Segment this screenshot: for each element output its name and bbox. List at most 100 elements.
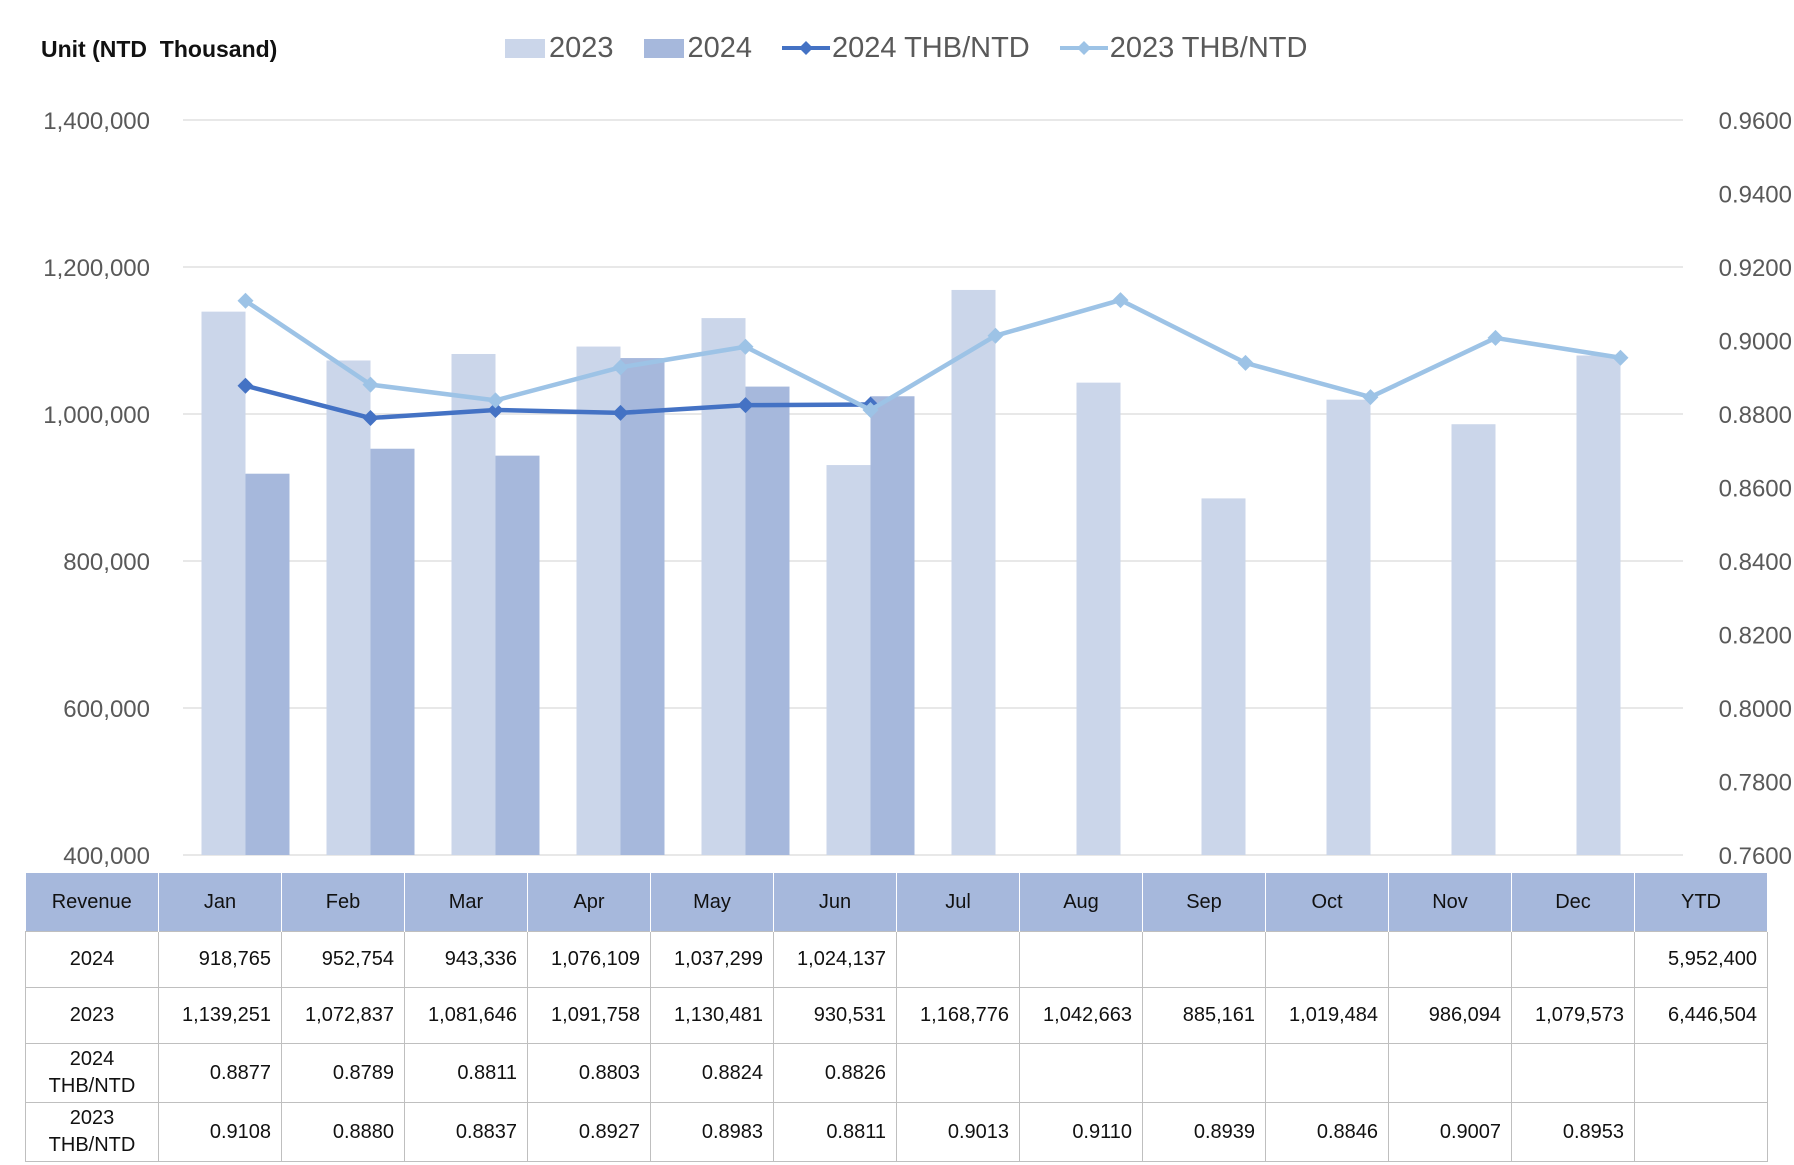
table-cell: 1,037,299 <box>650 931 774 988</box>
bar-2024 <box>620 358 665 855</box>
left-axis-tick-label: 1,400,000 <box>43 108 150 135</box>
legend-label-2023-thb-ntd: 2023 THB/NTD <box>1109 31 1308 64</box>
bar-2024 <box>370 448 415 855</box>
bar-2023 <box>326 360 371 855</box>
table-header-row: Revenue Jan Feb Mar Apr May Jun Jul Aug … <box>25 873 1768 932</box>
table-cell: 0.8880 <box>281 1102 405 1162</box>
table-cell: 0.8939 <box>1142 1102 1266 1162</box>
table-header-nov: Nov <box>1388 873 1512 932</box>
right-axis-tick-label: 0.9200 <box>1719 255 1792 282</box>
marker-2023-thb-ntd <box>1487 329 1504 346</box>
bar-2024 <box>745 386 790 855</box>
table-cell <box>1388 931 1512 988</box>
table-cell <box>1388 1043 1512 1103</box>
table-cell: 1,024,137 <box>773 931 897 988</box>
right-axis-tick-label: 0.8400 <box>1719 549 1792 576</box>
table-cell <box>1634 1043 1768 1103</box>
bar-2024 <box>495 455 540 855</box>
legend-swatch-2023 <box>505 38 545 58</box>
right-axis-tick-label: 0.7600 <box>1719 843 1792 870</box>
table-cell: 0.8811 <box>773 1102 897 1162</box>
table-cell <box>1265 1043 1389 1103</box>
table-cell: 1,042,663 <box>1019 987 1143 1044</box>
bar-2023 <box>1076 382 1121 855</box>
right-axis-tick-label: 0.8000 <box>1719 696 1792 723</box>
marker-2023-thb-ntd <box>1112 292 1129 309</box>
table-cell: 0.8824 <box>650 1043 774 1103</box>
unit-title: Unit (NTD Thousand) <box>41 36 278 62</box>
table-cell: 0.8826 <box>773 1043 897 1103</box>
line-2023-thb-ntd <box>244 297 1621 413</box>
right-axis-tick-label: 0.8800 <box>1719 402 1792 429</box>
table-header-jun: Jun <box>773 873 897 932</box>
bar-2023 <box>201 311 246 855</box>
legend-item-2024-thb-ntd: 2024 THB/NTD <box>782 32 1030 65</box>
table-cell: 1,072,837 <box>281 987 405 1044</box>
marker-2024-thb-ntd <box>487 401 504 418</box>
legend-swatch-2024 <box>643 38 684 58</box>
table-cell <box>896 931 1020 988</box>
right-axis-tick-label: 0.8200 <box>1719 623 1792 650</box>
marker-2023-thb-ntd <box>362 376 379 393</box>
marker-2023-thb-ntd <box>987 327 1004 344</box>
table-cell: 0.8983 <box>650 1102 774 1162</box>
right-axis-tick-label: 0.9600 <box>1719 108 1792 135</box>
bar-2024 <box>870 396 915 855</box>
table-header-revenue: Revenue <box>25 873 159 932</box>
legend-item-2023: 2023 <box>505 32 614 65</box>
bar-2023 <box>701 318 746 856</box>
bar-2023 <box>576 346 621 855</box>
left-axis-tick-label: 1,000,000 <box>43 402 150 429</box>
table-row-label: 2023 <box>25 987 159 1044</box>
table-cell: 1,081,646 <box>404 987 528 1044</box>
table-row: 2024 THB/NTD 0.8877 0.8789 0.8811 0.8803 0.88… <box>25 1043 1768 1103</box>
table-cell: 952,754 <box>281 931 405 988</box>
table-cell: 1,139,251 <box>158 987 282 1044</box>
table-cell <box>1634 1102 1768 1162</box>
bar-2023 <box>451 353 496 855</box>
left-axis-tick-label: 1,200,000 <box>43 255 150 282</box>
left-axis-tick-label: 600,000 <box>63 696 150 723</box>
revenue-table: Revenue Jan Feb Mar Apr May Jun Jul Aug … <box>25 873 1768 1162</box>
bar-2023 <box>951 289 996 855</box>
table-cell: 1,076,109 <box>527 931 651 988</box>
right-axis-tick-label: 0.7800 <box>1719 770 1792 797</box>
table-cell: 1,168,776 <box>896 987 1020 1044</box>
table-header-may: May <box>650 873 774 932</box>
bar-2023 <box>1576 355 1621 855</box>
table-cell: 1,019,484 <box>1265 987 1389 1044</box>
chart-legend: 2023 2024 2024 THB/NTD 2023 THB/NTD <box>505 28 1337 68</box>
table-cell: 0.8877 <box>158 1043 282 1103</box>
table-cell <box>1265 931 1389 988</box>
combo-chart: 400,000 600,000 800,000 1,000,000 1,200,000 1… <box>43 108 1792 870</box>
bar-2023 <box>1201 498 1246 855</box>
marker-2024-thb-ntd <box>737 397 754 414</box>
table-header-aug: Aug <box>1019 873 1143 932</box>
right-axis-tick-label: 0.9000 <box>1719 329 1792 356</box>
table-row: 2023 THB/NTD 0.9108 0.8880 0.8837 0.8927 0.89… <box>25 1102 1768 1162</box>
table-header-ytd: YTD <box>1634 873 1768 932</box>
table-cell: 6,446,504 <box>1634 987 1768 1044</box>
table-cell: 0.8927 <box>527 1102 651 1162</box>
table-cell <box>1142 931 1266 988</box>
table-header-mar: Mar <box>404 873 528 932</box>
table-cell <box>1511 1043 1635 1103</box>
table-cell <box>1019 931 1143 988</box>
table-cell: 986,094 <box>1388 987 1512 1044</box>
table-cell: 0.8953 <box>1511 1102 1635 1162</box>
table-row: 2023 1,139,251 1,072,837 1,081,646 1,091,758… <box>25 987 1768 1044</box>
table-cell: 918,765 <box>158 931 282 988</box>
table-header-dec: Dec <box>1511 873 1635 932</box>
legend-label-2023: 2023 <box>549 31 614 64</box>
legend-line-2023-thb-ntd <box>1059 41 1108 55</box>
table-row-label: 2023 THB/NTD <box>25 1102 159 1162</box>
legend-item-2024: 2024 <box>643 32 752 65</box>
table-header-jan: Jan <box>158 873 282 932</box>
table-row-label: 2024 THB/NTD <box>25 1043 159 1103</box>
right-axis-tick-label: 0.8600 <box>1719 476 1792 503</box>
marker-2024-thb-ntd <box>612 404 629 421</box>
marker-2023-thb-ntd <box>737 338 754 355</box>
marker-2023-thb-ntd <box>1237 354 1254 371</box>
bar-2023 <box>826 465 871 855</box>
table-cell: 0.9013 <box>896 1102 1020 1162</box>
